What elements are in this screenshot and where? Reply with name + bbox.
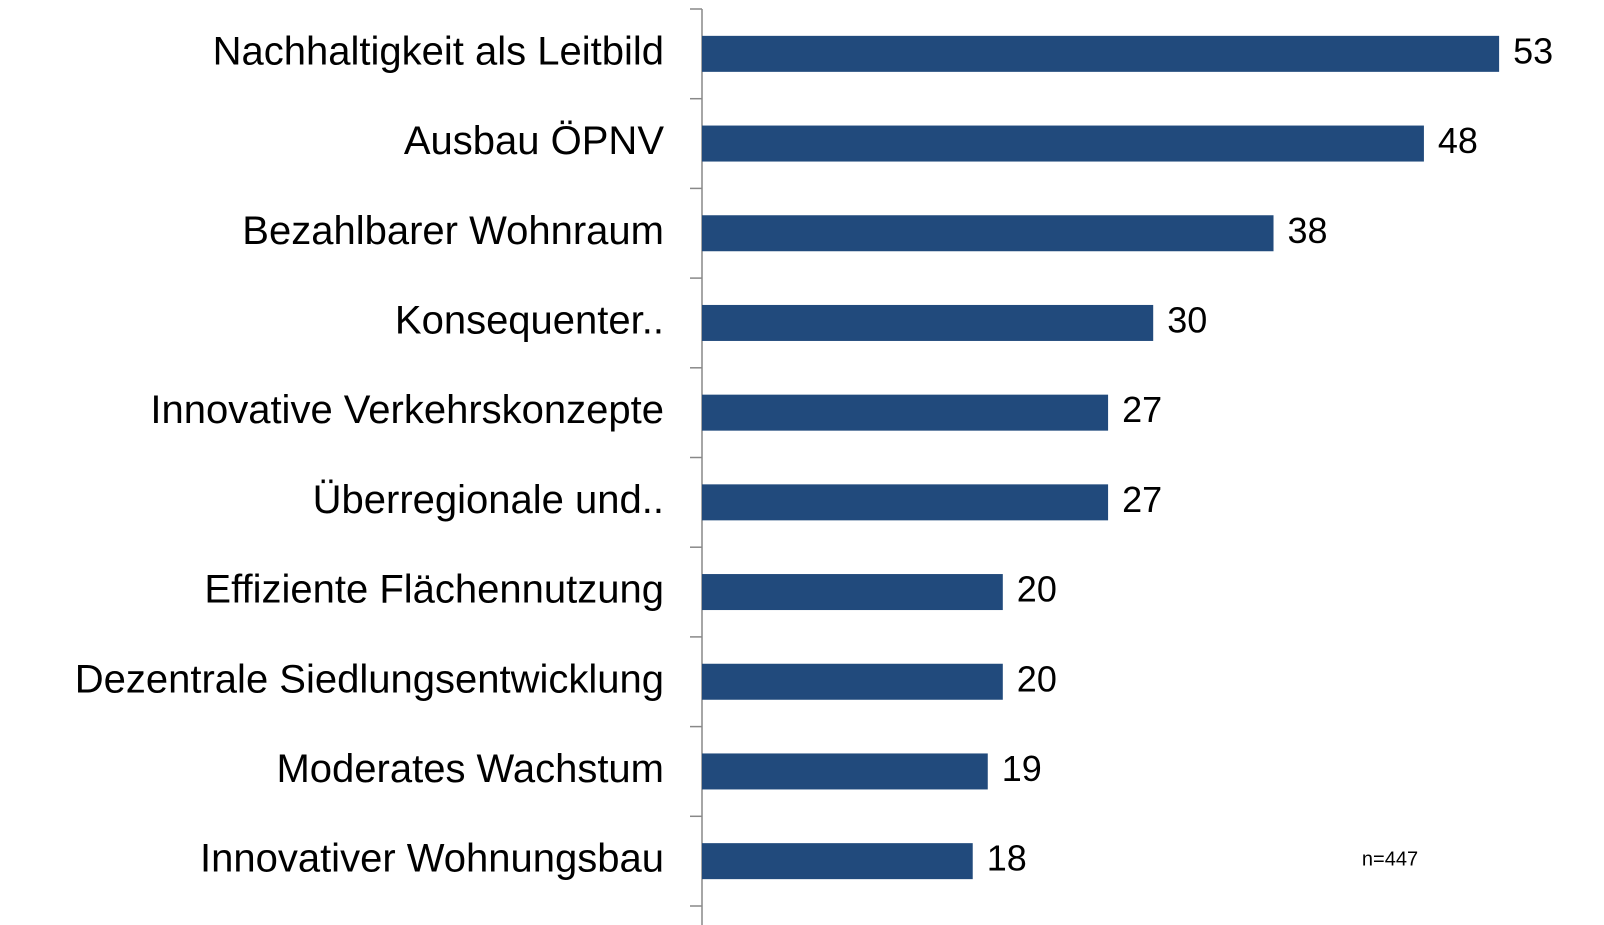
category-label: Ausbau ÖPNV — [404, 119, 664, 163]
bar — [702, 394, 1109, 431]
value-label: 48 — [1438, 120, 1478, 161]
value-label: 38 — [1288, 210, 1328, 251]
bar — [702, 125, 1424, 162]
bar — [702, 35, 1500, 72]
value-label: 27 — [1122, 389, 1162, 430]
category-label: Konsequenter.. — [395, 299, 664, 343]
value-label: 53 — [1513, 30, 1553, 71]
bar — [702, 215, 1274, 252]
value-label: 20 — [1017, 569, 1057, 610]
category-label: Innovativer Wohnungsbau — [200, 837, 664, 881]
value-label: 18 — [987, 838, 1027, 879]
bar — [702, 574, 1003, 611]
bar — [702, 663, 1003, 700]
category-label: Innovative Verkehrskonzepte — [150, 388, 664, 432]
value-label: 20 — [1017, 658, 1057, 699]
bar — [702, 484, 1109, 521]
category-label: Effiziente Flächennutzung — [204, 568, 664, 612]
bar — [702, 304, 1154, 341]
bar — [702, 843, 973, 880]
bar — [702, 753, 988, 790]
sample-size-note: n=447 — [1362, 848, 1418, 870]
category-label: Moderates Wachstum — [276, 747, 664, 791]
value-label: 19 — [1002, 748, 1042, 789]
value-label: 27 — [1122, 479, 1162, 520]
category-label: Dezentrale Siedlungsentwicklung — [75, 657, 664, 701]
category-label: Überregionale und.. — [313, 478, 664, 522]
category-label: Bezahlbarer Wohnraum — [242, 209, 664, 253]
value-label: 30 — [1167, 299, 1207, 340]
category-label: Nachhaltigkeit als Leitbild — [213, 29, 664, 73]
